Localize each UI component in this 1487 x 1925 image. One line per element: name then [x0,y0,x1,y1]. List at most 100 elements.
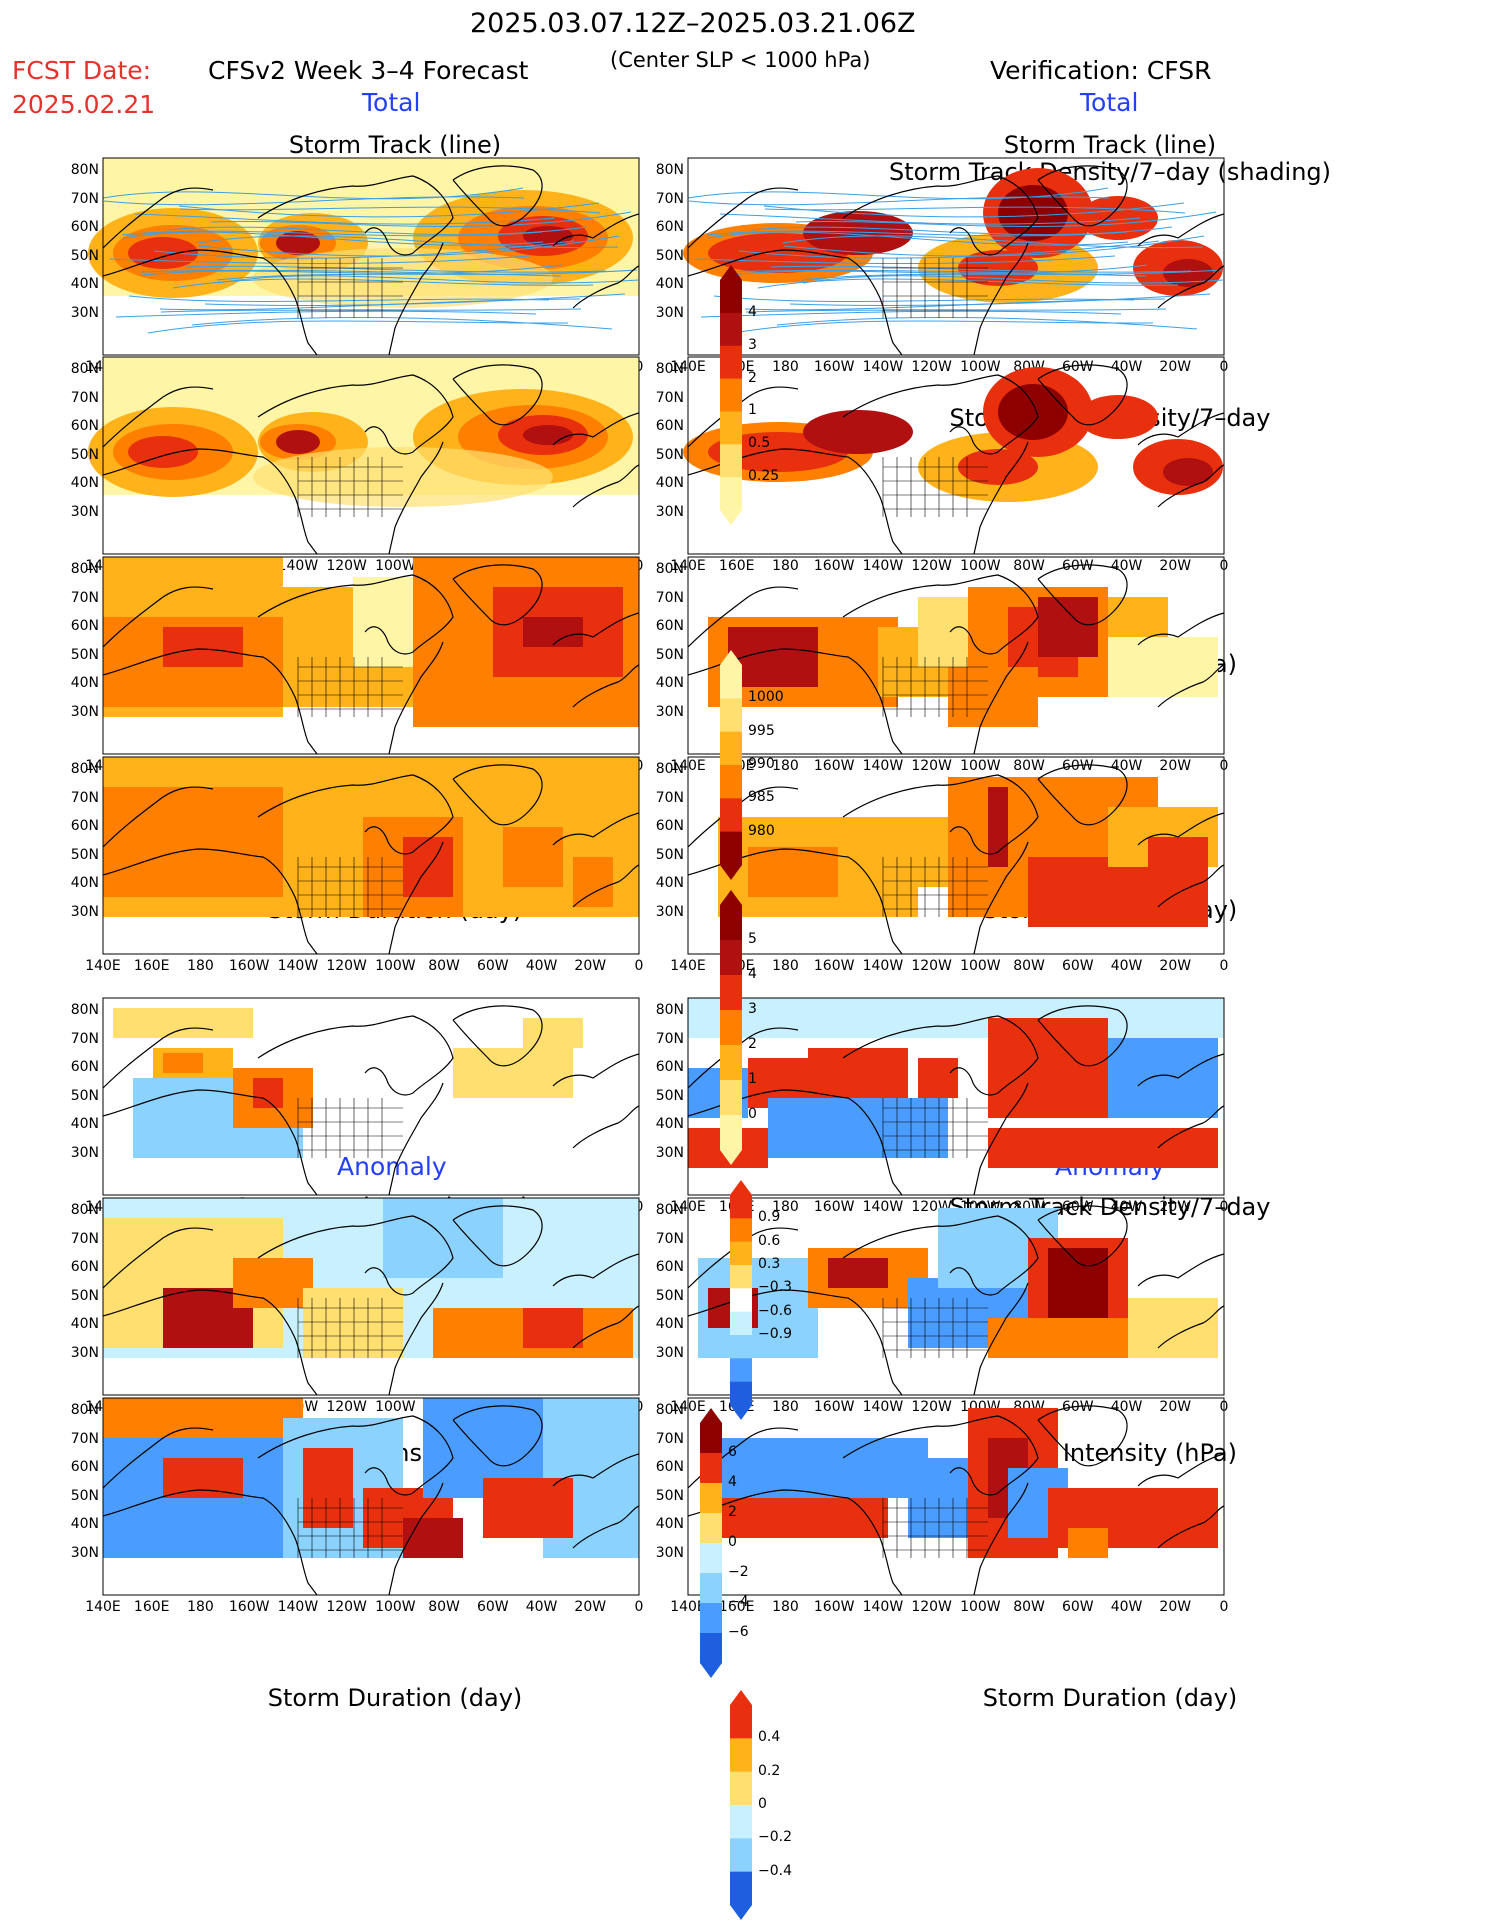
colorbar-segment [720,765,742,799]
field-cell [988,1128,1218,1168]
colorbar-tick-label: 0 [758,1796,767,1812]
map-duration-anom-left-svg [102,1397,640,1596]
coastline-outline [687,249,903,356]
coastline-outline [842,1215,1039,1296]
storm-track-line [770,265,1192,273]
lon-label: 80W [428,958,460,974]
field-patch [998,384,1068,440]
lon-label: 160E [133,958,170,974]
field-patch [1078,196,1158,240]
map-frame [102,997,640,1196]
lat-label: 40N [655,475,684,491]
lat-label: 30N [655,1344,684,1361]
title-track-density-shading-right: Storm Track Density/7–day (shading) [888,158,1332,186]
lon-label: 140E [670,958,706,974]
coastline-outline [842,1015,1039,1096]
lat-label: 80N [70,1402,99,1418]
lon-label: 180 [772,958,799,974]
field-cell [1128,1298,1218,1358]
lon-label: 40W [525,1599,558,1615]
lat-label: 80N [70,1002,99,1018]
map-intensity-right-svg [687,556,1225,755]
field-cell [768,1098,948,1158]
lat-label: 50N [655,247,684,264]
lat-label: 50N [70,646,99,663]
storm-track-line [122,231,544,246]
lon-label: 20W [1159,359,1192,375]
lon-label: 160W [813,359,855,375]
coastline-outline [552,1453,640,1487]
storm-track-line [726,264,1148,276]
field-cell [163,627,243,667]
lat-label: 50N [70,1087,99,1104]
colorbar-tick-label: −4 [728,1594,749,1610]
colorbar-segment [730,1871,752,1906]
lat-label: 60N [655,618,684,634]
lon-label: 140W [862,558,904,574]
colorbar-tick-label: 2 [748,369,757,386]
coastline-outline [572,1305,640,1349]
map-intensity-anom-right: 80N70N60N50N40N30N140E160E180160W140W120… [656,1197,1228,1415]
map-duration-left-svg [102,756,640,955]
coastline-outline [257,374,454,455]
coastline-outline [1037,764,1128,826]
colorbar-segment [730,1705,752,1739]
coastline-outline [388,1482,444,1596]
lat-label: 70N [70,1030,99,1047]
field-patch [523,226,573,246]
colorbar-density-anom-svg [730,1180,752,1420]
colorbar-tick-label: 6 [728,1444,737,1460]
center-slp-note: (Center SLP < 1000 hPa) [610,48,871,72]
lat-label: 50N [70,247,99,264]
field-patch [276,430,320,454]
field-cell [828,1258,888,1288]
field-cell [303,1288,403,1358]
lat-label: 60N [70,1059,99,1075]
colorbar-tick-label: −6 [728,1624,749,1640]
map-frame [687,1397,1225,1596]
lat-label: 70N [655,190,684,207]
storm-track-line [103,196,525,206]
colorbar-segment [720,345,742,380]
lat-label: 60N [655,418,684,434]
field-cell [918,1058,958,1098]
coastline-outline [687,1089,903,1196]
storm-track-line [109,255,531,265]
lon-label: 140W [862,359,904,375]
coastline-outline [552,1253,640,1287]
colorbar-tick-label: −0.9 [758,1326,792,1342]
field-cell [1108,637,1218,697]
lat-label: 50N [655,1487,684,1504]
lon-label: 100W [375,1599,416,1615]
coastline-outline [552,612,640,646]
lon-label: 20W [1159,958,1192,974]
map-frame [687,1197,1225,1396]
coastline-outline [842,374,1039,455]
storm-track-line [191,316,613,330]
lon-label: 100W [960,758,1001,774]
coastline-outline [257,574,454,655]
colorbar-duration-svg [720,890,742,1165]
coastline-outline [552,412,640,446]
colorbar-arrow-top [730,1180,752,1195]
lon-label: 140W [862,1199,904,1215]
field-cell [523,617,583,647]
lon-label: 60W [1061,359,1094,375]
storm-track-line [776,316,1198,330]
map-density-anom-right-svg [687,997,1225,1196]
field-cell [113,1008,253,1038]
map-duration-right-svg [687,756,1225,955]
storm-track-line [764,206,1186,214]
lon-label: 140E [670,1599,706,1615]
lat-label: 80N [70,162,99,178]
storm-track-line [713,295,1135,302]
lon-label: 80W [1013,558,1045,574]
coastline-outline [1137,1453,1225,1487]
storm-track-line [179,206,601,214]
lat-label: 80N [70,1202,99,1218]
colorbar-segment [730,1381,752,1406]
map-track-left-svg [88,157,640,356]
lat-label: 60N [70,618,99,634]
lon-label: 120W [911,1599,952,1615]
coastline-outline [687,786,799,848]
